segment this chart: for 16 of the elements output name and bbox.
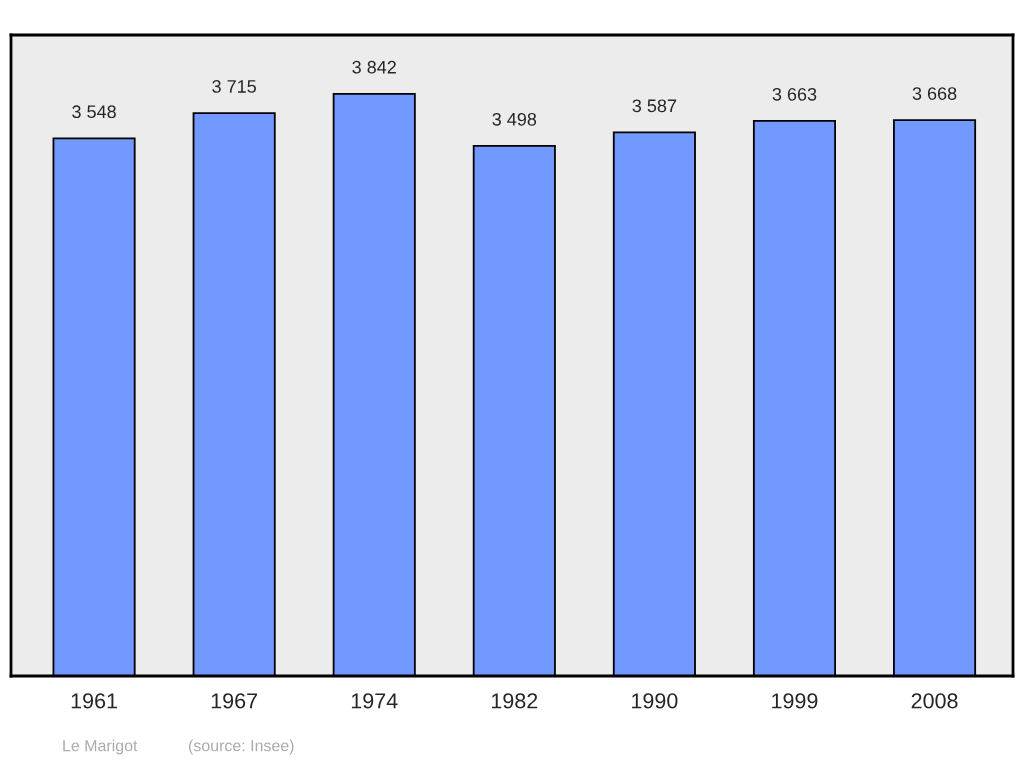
x-tick-label: 1961 [71, 693, 117, 709]
data-label: 3 715 [212, 80, 256, 93]
data-label: 3 663 [772, 87, 817, 101]
x-tick-label: 1974 [351, 693, 398, 709]
x-tick-label: 1982 [492, 693, 538, 709]
x-tick-label: 1990 [632, 693, 678, 709]
data-label: 3 498 [492, 112, 537, 126]
data-label: 3 587 [632, 99, 677, 113]
data-label: 3 668 [912, 87, 957, 100]
text: Le Marigot [63, 739, 138, 755]
x-tick-label: 1999 [772, 693, 818, 709]
data-label: 3 842 [352, 60, 396, 74]
x-tick-label: 2008 [911, 693, 958, 709]
x-tick-label: 1967 [211, 693, 258, 709]
text: (source: Insee) [188, 739, 294, 755]
data-label: 3 548 [72, 105, 116, 119]
